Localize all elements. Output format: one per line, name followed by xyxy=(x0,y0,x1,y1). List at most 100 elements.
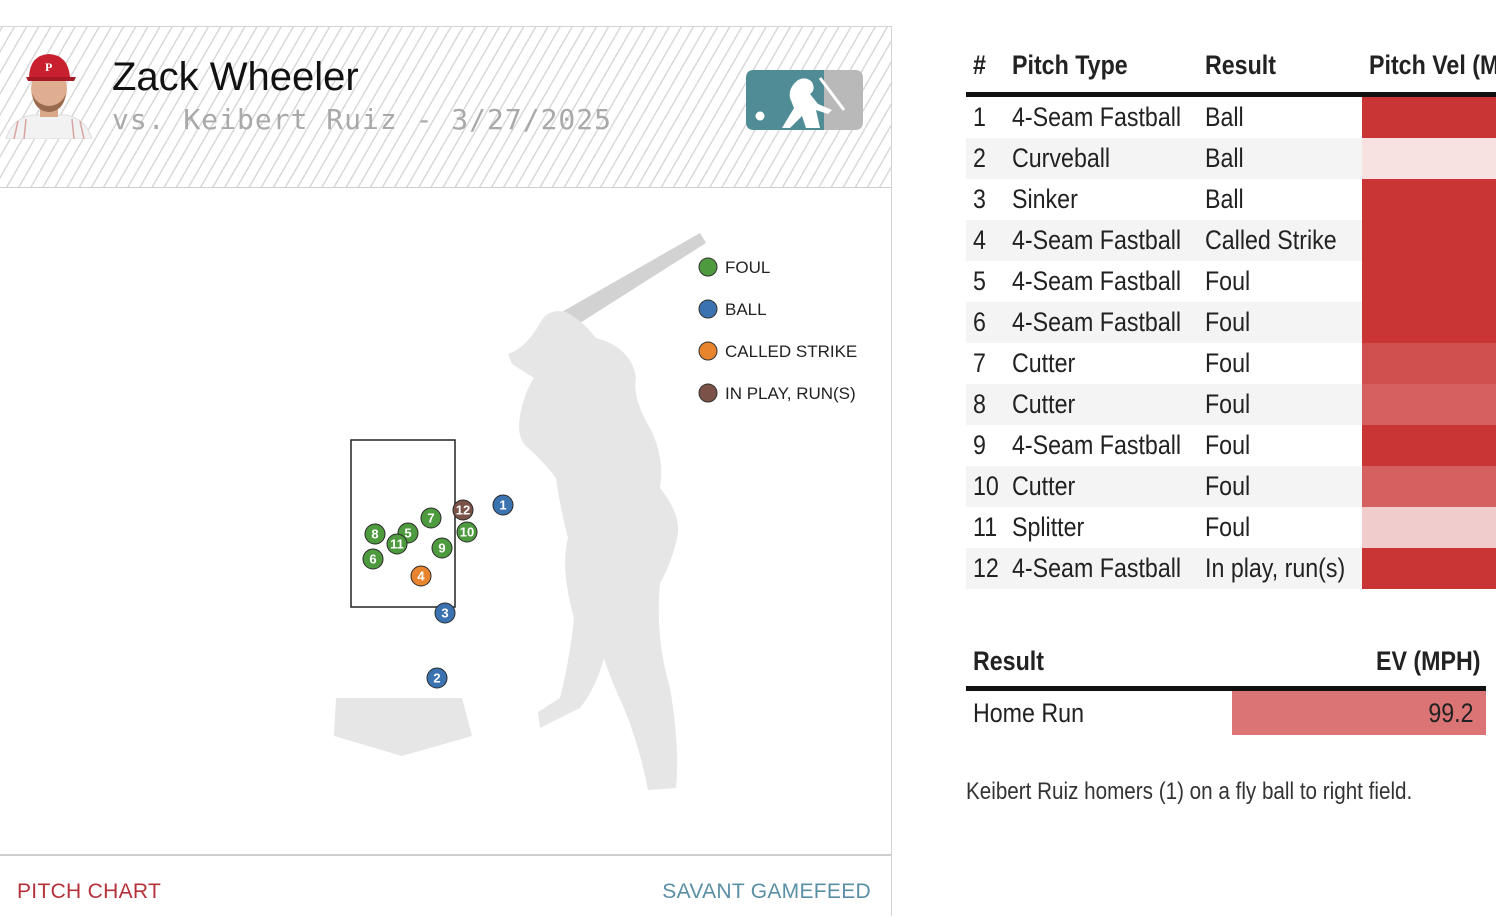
col-header-result: Result xyxy=(1198,38,1362,97)
pitch-chart-card: P Zack Wheeler vs. Keibert Ruiz - 3/27/2… xyxy=(0,26,892,916)
savant-gamefeed-link[interactable]: SAVANT GAMEFEED xyxy=(662,880,871,903)
pitch-marker-10[interactable]: 10 xyxy=(456,521,478,543)
cell-type: Cutter xyxy=(1005,384,1198,425)
cell-num: 1 xyxy=(973,102,986,132)
cell-velocity xyxy=(1362,179,1496,220)
player-header: P Zack Wheeler vs. Keibert Ruiz - 3/27/2… xyxy=(0,27,891,188)
cell-velocity xyxy=(1362,466,1496,507)
pitch-marker-6[interactable]: 6 xyxy=(362,548,384,570)
pitch-marker-number: 2 xyxy=(433,671,440,686)
cell-result: Foul xyxy=(1198,466,1362,507)
cell-velocity xyxy=(1362,425,1496,466)
table-row: 12 4-Seam Fastball In play, run(s) xyxy=(966,548,1496,589)
cell-result: In play, run(s) xyxy=(1198,548,1362,589)
cell-result: Foul xyxy=(1205,266,1251,296)
legend-swatch xyxy=(698,257,718,277)
pitcher-name: Zack Wheeler xyxy=(112,55,359,99)
legend-item: CALLED STRIKE xyxy=(698,341,857,361)
pitch-marker-dot xyxy=(420,507,442,529)
pitch-marker-8[interactable]: 8 xyxy=(364,523,386,545)
cell-num: 12 xyxy=(966,548,1005,589)
pitch-marker-7[interactable]: 7 xyxy=(420,507,442,529)
cell-num: 2 xyxy=(966,138,1005,179)
cell-result: Foul xyxy=(1205,512,1251,542)
pitch-marker-dot xyxy=(431,537,453,559)
table-row: 9 4-Seam Fastball Foul xyxy=(966,425,1496,466)
card-footer: PITCH CHART SAVANT GAMEFEED xyxy=(0,854,891,917)
strike-zone xyxy=(350,439,456,608)
pitch-table-header: # Pitch Type Result Pitch Vel (MPH) xyxy=(966,38,1496,97)
cell-num: 8 xyxy=(966,384,1005,425)
pitch-marker-number: 5 xyxy=(404,526,411,541)
pitch-marker-dot xyxy=(434,602,456,624)
cell-type: 4-Seam Fastball xyxy=(1012,266,1182,296)
home-plate xyxy=(334,698,472,756)
cell-result: Ball xyxy=(1205,102,1244,132)
cell-num: 4 xyxy=(966,220,1005,261)
cell-velocity xyxy=(1362,94,1496,138)
cell-result: Ball xyxy=(1205,184,1244,214)
legend-label: FOUL xyxy=(725,258,770,277)
result-table: Result EV (MPH) Home Run 99.2 xyxy=(966,636,1486,735)
cell-velocity xyxy=(1362,220,1496,261)
col-header-pitch-type: Pitch Type xyxy=(1005,38,1198,97)
pitch-marker-dot xyxy=(452,499,474,521)
player-headshot: P xyxy=(5,54,93,139)
pitch-marker-number: 4 xyxy=(417,569,425,584)
pitch-marker-dot xyxy=(456,521,478,543)
pitch-table: # Pitch Type Result Pitch Vel (MPH) 1 4-S… xyxy=(966,38,1496,589)
pitch-marker-number: 3 xyxy=(441,606,448,621)
pitch-marker-4[interactable]: 4 xyxy=(410,565,432,587)
pitch-marker-dot xyxy=(386,533,408,555)
pitch-marker-number: 11 xyxy=(390,537,404,552)
table-row: 4 4-Seam Fastball Called Strike xyxy=(966,220,1496,261)
pitch-marker-number: 1 xyxy=(499,498,506,513)
cell-type: Sinker xyxy=(1012,184,1078,214)
cell-type: 4-Seam Fastball xyxy=(1005,220,1198,261)
table-row: 10 Cutter Foul xyxy=(966,466,1496,507)
cell-result: Foul xyxy=(1198,384,1362,425)
legend-swatch xyxy=(698,299,718,319)
cell-num: 9 xyxy=(973,430,986,460)
col-header-exit-velocity: EV (MPH) xyxy=(1232,636,1486,691)
exit-velocity-value: 99.2 xyxy=(1232,688,1486,735)
cell-num: 5 xyxy=(973,266,986,296)
pitch-marker-dot xyxy=(492,494,514,516)
table-row: 8 Cutter Foul xyxy=(966,384,1496,425)
pitch-marker-3[interactable]: 3 xyxy=(434,602,456,624)
table-row: 2 Curveball Ball xyxy=(966,138,1496,179)
legend: FOUL BALL CALLED STRIKE IN PLAY, RUN(S) xyxy=(698,257,857,403)
bat xyxy=(560,233,706,328)
table-row: 1 4-Seam Fastball Ball xyxy=(966,94,1496,138)
pitch-marker-9[interactable]: 9 xyxy=(431,537,453,559)
cell-num: 6 xyxy=(966,302,1005,343)
table-row: 3 Sinker Ball xyxy=(966,179,1496,220)
pitch-marker-1[interactable]: 1 xyxy=(492,494,514,516)
pitch-marker-dot xyxy=(426,667,448,689)
batter-silhouette xyxy=(334,233,706,790)
cell-result: Foul xyxy=(1205,430,1251,460)
cell-type: Splitter xyxy=(1012,512,1085,542)
table-row: 5 4-Seam Fastball Foul xyxy=(966,261,1496,302)
cell-type: 4-Seam Fastball xyxy=(1005,302,1198,343)
pitch-chart-link[interactable]: PITCH CHART xyxy=(17,880,162,903)
legend-swatch xyxy=(698,341,718,361)
pitch-marker-12[interactable]: 12 xyxy=(452,499,474,521)
cell-result: Foul xyxy=(1205,348,1251,378)
pitch-details-panel: # Pitch Type Result Pitch Vel (MPH) 1 4-S… xyxy=(966,0,1496,916)
table-row: 11 Splitter Foul xyxy=(966,507,1496,548)
pitch-marker-number: 10 xyxy=(460,525,474,540)
result-value: Home Run xyxy=(973,697,1084,728)
legend-item: IN PLAY, RUN(S) xyxy=(698,383,856,403)
pitch-marker-2[interactable]: 2 xyxy=(426,667,448,689)
cell-type: Cutter xyxy=(1005,466,1198,507)
pitch-marker-number: 8 xyxy=(371,527,378,542)
result-table-header: Result EV (MPH) xyxy=(966,636,1486,691)
legend-item: BALL xyxy=(698,299,767,319)
cell-velocity xyxy=(1362,507,1496,548)
pitch-marker-number: 6 xyxy=(369,552,376,567)
pitch-marker-11[interactable]: 11 xyxy=(386,533,408,555)
cell-num: 7 xyxy=(973,348,986,378)
cell-num: 10 xyxy=(966,466,1005,507)
